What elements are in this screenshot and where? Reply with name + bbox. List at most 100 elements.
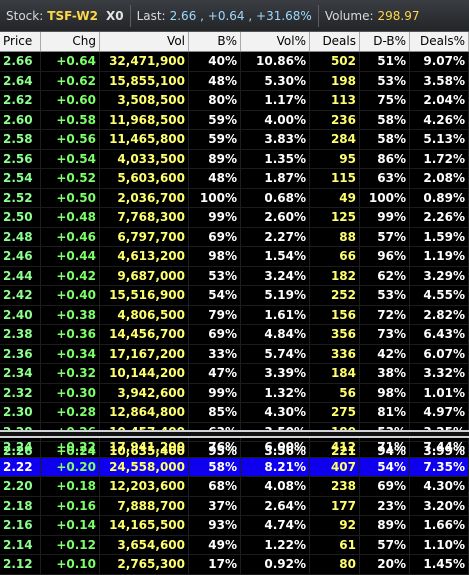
cell-chg: +0.54 [41, 149, 100, 168]
cell-vol: 12,864,800 [100, 403, 189, 422]
cell-deals: 88 [310, 227, 360, 246]
cell-price: 2.42 [0, 286, 41, 305]
last-change: +0.64 [207, 8, 245, 23]
table-row[interactable]: 2.34 +0.32 10,144,200 47% 3.39% 184 38% 3.32% [0, 364, 469, 384]
table-row[interactable]: 2.18 +0.16 7,888,700 37% 2.64% 177 23% 3.20% [0, 496, 469, 516]
table-row[interactable]: 2.52 +0.50 2,036,700 100% 0.68% 49 100% 0.89% [0, 188, 469, 208]
cell-price: 2.36 [0, 344, 41, 363]
cell-chg: +0.56 [41, 130, 100, 149]
cell-deals-buy-pct: 75% [360, 91, 410, 110]
cell-buy-pct: 79% [189, 305, 241, 324]
cell-deals-pct: 2.26% [410, 208, 469, 227]
cell-deals-buy-pct: 71% [360, 438, 410, 457]
cell-vol-pct: 1.17% [241, 91, 310, 110]
table-row[interactable]: 2.32 +0.30 3,942,600 99% 1.32% 56 98% 1.01% [0, 383, 469, 403]
col-header-vol[interactable]: Vol [100, 32, 189, 51]
cell-deals: 184 [310, 364, 360, 383]
cell-deals-pct: 1.19% [410, 247, 469, 266]
quote-header-bar: Stock: TSF-W2 X0 Last: 2.66 , +0.64 , +3… [0, 0, 469, 32]
table-row[interactable]: 2.26 +0.24 10,635,400 95% 3.56% 221 94% 3.99% [0, 442, 469, 462]
cell-buy-pct: 69% [189, 325, 241, 344]
cell-vol-pct: 1.35% [241, 149, 310, 168]
cell-deals-buy-pct: 63% [360, 169, 410, 188]
cell-vol-pct: 2.64% [241, 496, 310, 515]
last-segment: Last: 2.66 , +0.64 , +31.68% [131, 0, 318, 31]
cell-chg: +0.48 [41, 208, 100, 227]
table-row[interactable]: 2.40 +0.38 4,806,500 79% 1.61% 156 72% 2.82% [0, 305, 469, 325]
table-row[interactable]: 2.62 +0.60 3,508,500 80% 1.17% 113 75% 2.04% [0, 91, 469, 111]
cell-vol-pct: 1.87% [241, 169, 310, 188]
table-row[interactable]: 2.36 +0.34 17,167,200 33% 5.74% 336 42% 6.07% [0, 344, 469, 364]
cell-deals-buy-pct: 98% [360, 383, 410, 402]
cell-deals-buy-pct: 42% [360, 344, 410, 363]
table-row[interactable]: 2.46 +0.44 4,613,200 98% 1.54% 66 96% 1.19% [0, 247, 469, 267]
cell-vol: 6,797,700 [100, 227, 189, 246]
table-row[interactable]: 2.24 +0.22 17,941,200 76% 6.00% 412 71% 7.44% [0, 438, 469, 458]
table-row[interactable]: 2.54 +0.52 5,603,600 48% 1.87% 115 63% 2.08% [0, 169, 469, 189]
column-header-row: Price Chg Vol B% Vol% Deals D-B% Deals% [0, 32, 469, 52]
cell-buy-pct: 37% [189, 496, 241, 515]
table-row[interactable]: 2.48 +0.46 6,797,700 69% 2.27% 88 57% 1.59% [0, 227, 469, 247]
cell-vol-pct: 2.27% [241, 227, 310, 246]
cell-vol: 17,941,200 [100, 438, 189, 457]
col-header-deals-buy-pct[interactable]: D-B% [360, 32, 410, 51]
cell-deals-buy-pct: 58% [360, 130, 410, 149]
last-price: 2.66 [169, 8, 197, 23]
cell-deals-buy-pct: 99% [360, 208, 410, 227]
cell-deals-pct: 4.97% [410, 403, 469, 422]
cell-vol-pct: 4.30% [241, 403, 310, 422]
cell-deals: 275 [310, 403, 360, 422]
cell-deals-buy-pct: 100% [360, 188, 410, 207]
table-row[interactable]: 2.66 +0.64 32,471,900 40% 10.86% 502 51% 9.07% [0, 52, 469, 72]
table-row[interactable]: 2.56 +0.54 4,033,500 89% 1.35% 95 86% 1.72% [0, 149, 469, 169]
cell-buy-pct: 100% [189, 188, 241, 207]
col-header-buy-pct[interactable]: B% [189, 32, 241, 51]
table-row[interactable]: 2.64 +0.62 15,855,100 48% 5.30% 198 53% 3.58% [0, 71, 469, 91]
stock-segment[interactable]: Stock: TSF-W2 X0 [0, 0, 130, 31]
cell-vol: 11,465,800 [100, 130, 189, 149]
col-header-chg[interactable]: Chg [41, 32, 100, 51]
table-row[interactable]: 2.12 +0.10 2,765,300 17% 0.92% 80 20% 1.45% [0, 555, 469, 575]
cell-price: 2.38 [0, 325, 41, 344]
cell-vol: 10,144,200 [100, 364, 189, 383]
cell-deals-buy-pct: 57% [360, 535, 410, 554]
stock-symbol: TSF-W2 [47, 8, 98, 23]
table-row[interactable]: 2.38 +0.36 14,456,700 69% 4.84% 356 73% 6.43% [0, 325, 469, 345]
cell-buy-pct: 40% [189, 52, 241, 71]
col-header-deals-pct[interactable]: Deals% [410, 32, 469, 51]
table-splitter[interactable] [0, 430, 469, 438]
cell-vol: 11,968,500 [100, 110, 189, 129]
cell-deals-buy-pct: 23% [360, 496, 410, 515]
cell-deals-buy-pct: 73% [360, 325, 410, 344]
col-header-price[interactable]: Price [0, 32, 41, 51]
table-row[interactable]: 2.58 +0.56 11,465,800 59% 3.83% 284 58% 5.13% [0, 130, 469, 150]
table-row[interactable]: 2.50 +0.48 7,768,300 99% 2.60% 125 99% 2.26% [0, 208, 469, 228]
cell-vol: 14,165,500 [100, 516, 189, 535]
cell-chg: +0.34 [41, 344, 100, 363]
cell-deals-pct: 4.30% [410, 477, 469, 496]
table-row[interactable]: 2.22 +0.20 24,558,000 58% 8.21% 407 54% 7.35% [0, 457, 469, 477]
cell-vol-pct: 1.54% [241, 247, 310, 266]
cell-vol-pct: 5.74% [241, 344, 310, 363]
table-row[interactable]: 2.30 +0.28 12,864,800 85% 4.30% 275 81% 4.97% [0, 403, 469, 423]
volume-value: 298.97 [377, 8, 420, 23]
col-header-deals[interactable]: Deals [310, 32, 360, 51]
cell-deals: 125 [310, 208, 360, 227]
table-row[interactable]: 2.44 +0.42 9,687,000 53% 3.24% 182 62% 3.29% [0, 266, 469, 286]
cell-deals-pct: 3.29% [410, 266, 469, 285]
cell-buy-pct: 89% [189, 149, 241, 168]
cell-buy-pct: 48% [189, 169, 241, 188]
cell-buy-pct: 99% [189, 383, 241, 402]
cell-deals-buy-pct: 54% [360, 457, 410, 476]
cell-deals: 284 [310, 130, 360, 149]
table-row[interactable]: 2.60 +0.58 11,968,500 59% 4.00% 236 58% 4.26% [0, 110, 469, 130]
cell-deals-buy-pct: 20% [360, 555, 410, 574]
cell-buy-pct: 17% [189, 555, 241, 574]
table-row[interactable]: 2.14 +0.12 3,654,600 49% 1.22% 61 57% 1.10% [0, 535, 469, 555]
table-row[interactable]: 2.20 +0.18 12,203,600 68% 4.08% 238 69% 4.30% [0, 477, 469, 497]
table-row[interactable]: 2.42 +0.40 15,516,900 54% 5.19% 252 53% 4.55% [0, 286, 469, 306]
col-header-vol-pct[interactable]: Vol% [241, 32, 310, 51]
cell-deals-pct: 1.72% [410, 149, 469, 168]
cell-price: 2.20 [0, 477, 41, 496]
table-row[interactable]: 2.16 +0.14 14,165,500 93% 4.74% 92 89% 1.66% [0, 516, 469, 536]
